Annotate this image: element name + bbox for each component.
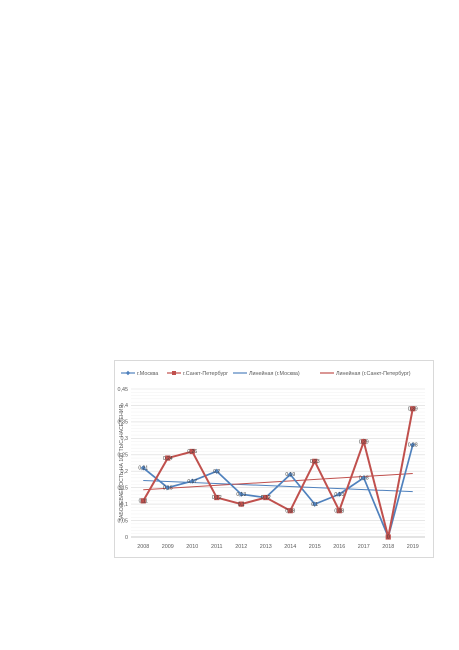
- legend-label-trend-moscow: Линейная (г.Москва): [249, 370, 300, 377]
- data-point-spb: [312, 458, 318, 464]
- data-label-spb: 0: [387, 535, 390, 541]
- x-tick-label: 2011: [211, 544, 223, 550]
- x-tick-label: 2010: [186, 544, 198, 550]
- data-label-spb: 0,29: [359, 439, 369, 445]
- data-point-spb: [165, 455, 171, 461]
- line-chart: 0 0,05 0,1 0,15 0,2 0,25 0,3 0,35 0,4 0,45 2008 200…: [118, 370, 425, 550]
- series-line-moscow: [142, 444, 414, 540]
- data-point-moscow: [336, 491, 342, 497]
- y-tick-label: 0,4: [121, 403, 129, 409]
- y-tick-label: 0,35: [118, 420, 129, 426]
- data-point-spb: [385, 534, 391, 540]
- data-label-moscow: 0,28: [408, 443, 418, 449]
- data-point-spb: [410, 406, 416, 412]
- data-label-moscow: 0,13: [236, 492, 246, 498]
- data-point-spb: [140, 498, 146, 504]
- y-tick-label: 0,3: [121, 436, 129, 442]
- data-label-spb: 0,24: [163, 456, 173, 462]
- y-tick-label: 0,25: [118, 453, 129, 459]
- data-point-moscow: [238, 491, 244, 497]
- x-tick-label: 2016: [333, 544, 345, 550]
- data-label-spb: 0,26: [187, 449, 197, 455]
- legend-marker-spb: [172, 371, 176, 375]
- y-axis-title: ЗАБОЛЕВАЕМОСТЬ НА 100 ТЫС. НАСЕЛЕНИЯ: [119, 405, 125, 522]
- y-tick-label: 0: [125, 535, 128, 541]
- legend-label-trend-spb: Линейная (г.Санкт-Петербург): [336, 370, 411, 377]
- x-tick-label: 2008: [137, 544, 149, 550]
- trendline-spb: [143, 473, 413, 491]
- data-label-spb: 0,39: [408, 406, 418, 412]
- data-point-spb: [214, 494, 220, 501]
- data-point-spb: [336, 508, 342, 514]
- data-label-moscow: 0,18: [359, 476, 369, 482]
- data-label-moscow: 0,19: [285, 472, 295, 478]
- x-tick-label: 2009: [162, 544, 174, 550]
- data-label-moscow: 0,15: [163, 485, 173, 491]
- x-tick-label: 2013: [260, 544, 272, 550]
- data-label-moscow: 0,2: [213, 469, 220, 475]
- x-tick-label: 2019: [407, 544, 419, 550]
- data-label-spb: 0,12: [212, 495, 222, 501]
- data-point-moscow: [312, 501, 318, 507]
- data-point-moscow: [287, 471, 293, 478]
- data-point-moscow: [214, 468, 220, 474]
- y-tick-label: 0,15: [118, 485, 129, 491]
- y-tick-label: 0,2: [121, 469, 129, 475]
- data-point-spb: [287, 508, 293, 514]
- x-tick-label: 2015: [309, 544, 321, 550]
- data-label-spb: 0,1: [238, 502, 245, 508]
- data-label-moscow: 0,21: [138, 466, 148, 472]
- chart-container: 0 0,05 0,1 0,15 0,2 0,25 0,3 0,35 0,4 0,45 2008 200…: [114, 360, 434, 558]
- data-point-spb: [263, 494, 269, 501]
- x-tick-label: 2012: [235, 544, 247, 550]
- y-tick-label: 0,1: [121, 502, 129, 508]
- data-label-moscow: 0,13: [334, 492, 344, 498]
- data-label-moscow: 0,17: [187, 479, 197, 485]
- x-tick-label: 2018: [382, 544, 394, 550]
- data-point-spb: [238, 501, 244, 507]
- series-line-spb: [142, 408, 414, 538]
- legend-label-spb: г.Санкт-Петербург: [183, 371, 228, 377]
- data-label-moscow: 0,1: [311, 502, 318, 508]
- data-point-spb: [361, 439, 367, 445]
- data-label-spb: 0,08: [334, 508, 344, 514]
- x-tick-label: 2017: [358, 544, 370, 550]
- y-tick-label: 0,05: [118, 518, 129, 524]
- x-tick-label: 2014: [284, 544, 296, 550]
- data-label-spb: 0,11: [139, 499, 149, 505]
- data-label-spb: 0,08: [285, 508, 295, 514]
- data-point-moscow: [361, 475, 367, 481]
- data-label-spb: 0,23: [310, 459, 320, 465]
- data-label-spb: 0,12: [261, 495, 271, 501]
- legend-label-moscow: г.Москва: [137, 371, 158, 377]
- y-tick-label: 0,45: [118, 387, 129, 393]
- legend-marker-moscow: [125, 370, 131, 376]
- data-point-spb: [189, 448, 195, 455]
